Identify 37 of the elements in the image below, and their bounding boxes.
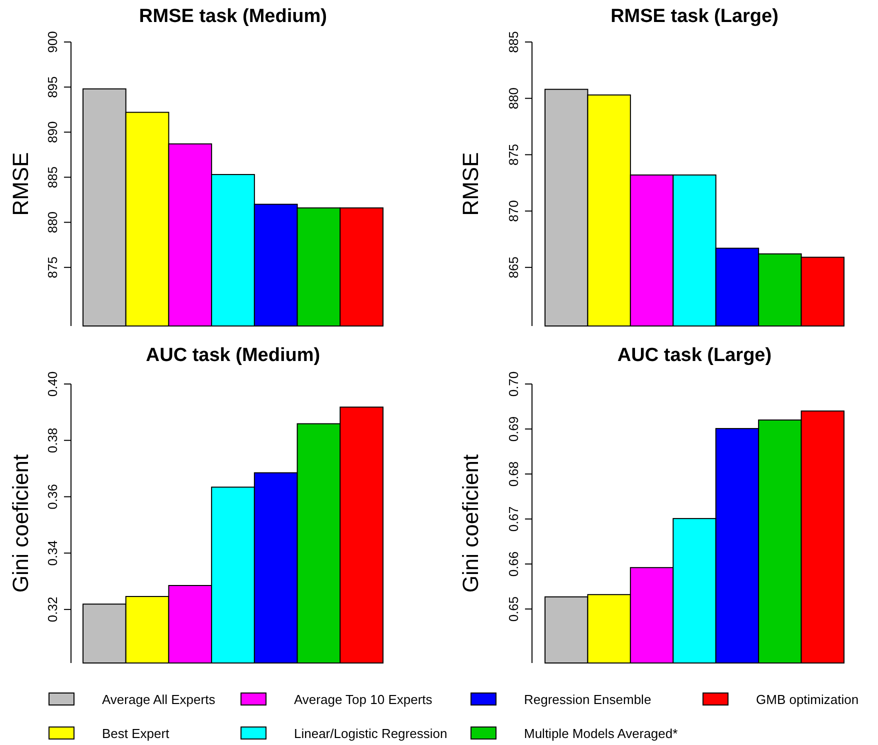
y-tick-label: 0.69 [506,416,521,442]
y-tick-label: 885 [45,166,60,188]
y-tick-label: 865 [506,256,521,278]
legend-label: Best Expert [102,726,170,741]
legend-label: Multiple Models Averaged* [524,726,678,741]
y-tick-label: 880 [45,211,60,234]
y-tick-label: 875 [506,144,521,166]
y-tick-label: 0.68 [506,461,521,487]
y-tick-label: 0.36 [45,484,60,510]
y-tick-label: 890 [45,121,60,144]
y-axis-title: RMSE [458,152,483,216]
chart-title: RMSE task (Large) [610,6,778,27]
y-tick-label: 0.67 [506,506,521,532]
y-tick-label: 0.34 [45,540,60,566]
y-tick-label: 895 [45,76,60,98]
y-tick-label: 870 [506,200,521,222]
y-axis-title: Gini coeficient [458,454,483,593]
y-tick-label: 0.65 [506,596,521,622]
y-axis-title: RMSE [8,152,33,216]
legend-label: Average All Experts [102,692,216,707]
y-tick-label: 0.38 [45,428,60,454]
legend-label: Linear/Logistic Regression [294,726,448,741]
y-tick-label: 0.40 [45,371,60,397]
chart-title: AUC task (Large) [617,345,772,366]
y-tick-label: 885 [506,31,521,53]
y-axis-title: Gini coeficient [8,454,33,593]
legend-label: Average Top 10 Experts [294,692,433,707]
y-tick-label: 875 [45,256,60,278]
legend-label: Regression Ensemble [524,692,652,707]
y-tick-label: 900 [45,31,60,53]
y-tick-label: 0.70 [506,371,521,397]
y-tick-label: 0.32 [45,596,60,622]
y-tick-label: 880 [506,88,521,110]
y-tick-label: 0.66 [506,551,521,577]
chart-title: AUC task (Medium) [146,345,320,366]
chart-title: RMSE task (Medium) [139,6,327,27]
legend-label: GMB optimization [756,692,859,707]
